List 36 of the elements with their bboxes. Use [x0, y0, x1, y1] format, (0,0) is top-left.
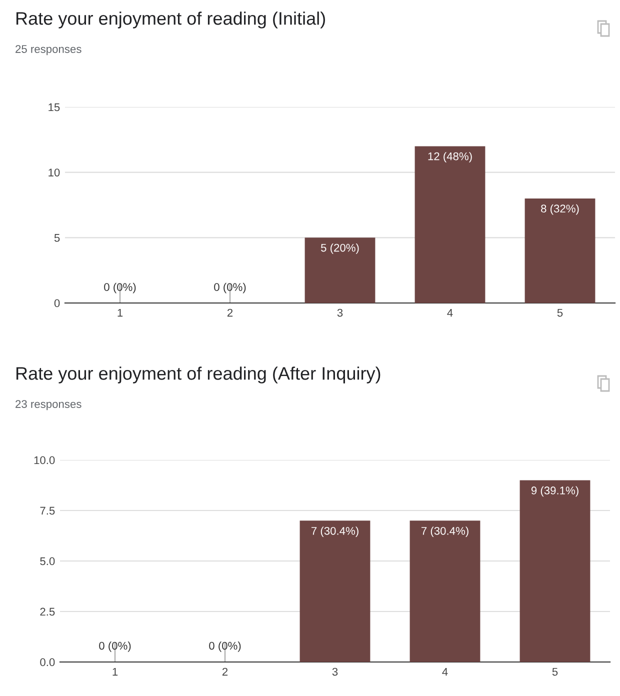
- data-label: 0 (0%): [214, 282, 246, 294]
- data-label: 0 (0%): [209, 642, 241, 652]
- bar: [304, 238, 376, 303]
- x-tick-label: 3: [337, 308, 343, 317]
- data-label: 7 (30.4%): [421, 526, 468, 538]
- y-tick-label: 7.5: [40, 506, 55, 515]
- data-label: 0 (0%): [104, 282, 136, 294]
- y-tick-label: 5: [54, 234, 60, 242]
- y-tick-label: 5.0: [40, 557, 55, 566]
- x-tick-label: 2: [227, 308, 233, 317]
- x-tick-label: 1: [118, 308, 123, 317]
- x-tick-label: 2: [222, 668, 228, 676]
- chart-subtitle: 23 responses: [16, 400, 82, 410]
- chart-subtitle: 25 responses: [16, 45, 82, 56]
- data-label: 8 (32%): [541, 204, 579, 215]
- y-tick-label: 0: [54, 299, 60, 308]
- x-tick-label: 3: [332, 668, 338, 676]
- data-label: 0 (0%): [99, 642, 131, 652]
- y-tick-label: 2.5: [40, 608, 55, 616]
- y-tick-label: 10.0: [34, 456, 55, 464]
- y-tick-label: 0.0: [40, 658, 55, 666]
- x-tick-label: 5: [552, 668, 558, 676]
- x-tick-label: 4: [442, 668, 448, 676]
- bar: [524, 198, 596, 303]
- chart-title: Rate your enjoyment of reading (After Inquiry): [16, 366, 380, 384]
- data-label: 9 (39.1%): [531, 486, 578, 497]
- data-label: 5 (20%): [320, 244, 359, 254]
- bar: [414, 146, 486, 303]
- y-tick-label: 10: [48, 168, 60, 176]
- data-label: 7 (30.4%): [311, 526, 358, 538]
- x-tick-label: 1: [112, 668, 118, 676]
- data-label: 12 (48%): [428, 152, 472, 162]
- chart-title: Rate your enjoyment of reading (Initial): [16, 12, 325, 28]
- x-tick-label: 4: [447, 308, 453, 317]
- y-tick-label: 15: [48, 103, 60, 112]
- x-tick-label: 5: [557, 308, 563, 317]
